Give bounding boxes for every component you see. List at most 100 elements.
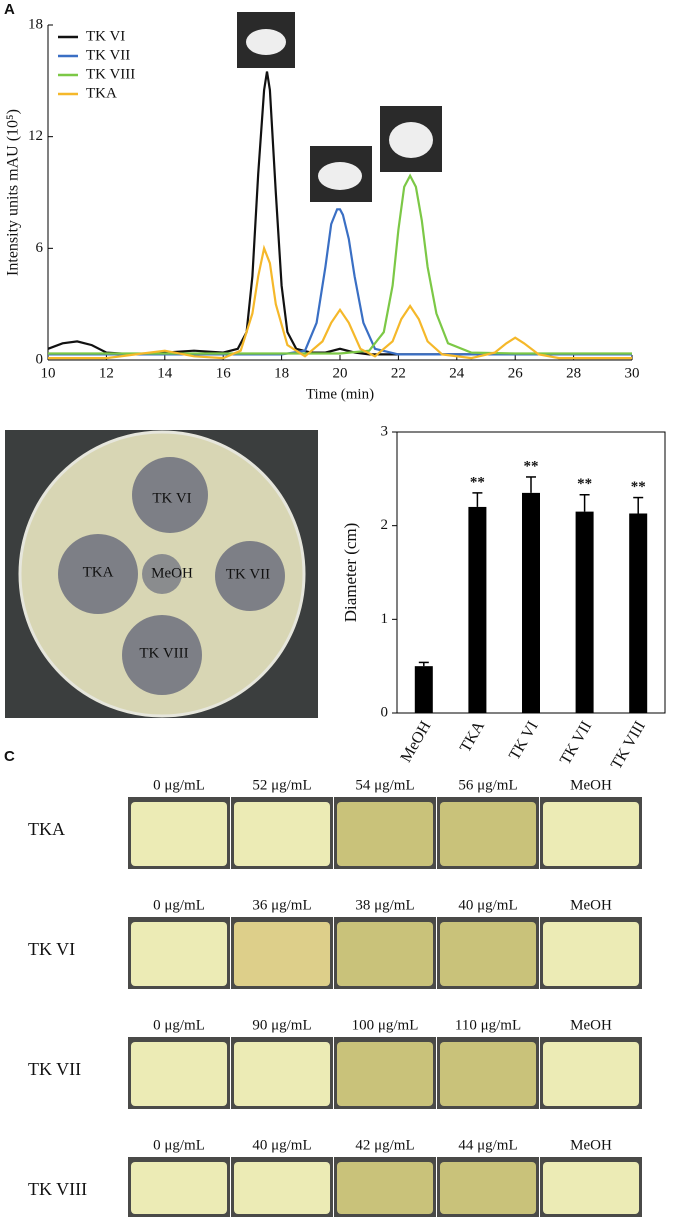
row-name: TK VIII (28, 1179, 87, 1199)
vial-liquid (234, 1042, 330, 1106)
concentration-label: 40 μg/mL (252, 1137, 311, 1153)
y-tick-label: 2 (381, 517, 389, 533)
x-tick-label: 28 (566, 365, 581, 381)
vial-liquid (131, 1162, 227, 1214)
concentration-label: 90 μg/mL (252, 1017, 311, 1033)
significance: ** (577, 476, 592, 492)
concentration-label: MeOH (570, 1137, 612, 1153)
line-series (48, 173, 632, 355)
vial-liquid (440, 802, 536, 866)
concentration-label: 44 μg/mL (458, 1137, 517, 1153)
plate-photo (5, 430, 318, 718)
row-name: TKA (28, 819, 65, 839)
y-tick-label: 18 (28, 16, 43, 32)
legend-label: TK VIII (86, 66, 135, 82)
row-name: TK VII (28, 1059, 81, 1079)
concentration-label: 52 μg/mL (252, 777, 311, 793)
vial-liquid (337, 1042, 433, 1106)
plate-label: TKA (83, 564, 114, 580)
panel-label: A (4, 1, 15, 18)
vial-liquid (337, 922, 433, 986)
x-tick-label: 18 (274, 365, 289, 381)
vial-liquid (337, 1162, 433, 1214)
legend-label: TK VI (86, 28, 125, 44)
legend-label: TKA (86, 85, 117, 101)
x-tick-label: 14 (157, 365, 173, 381)
y-tick-label: 1 (381, 611, 389, 627)
concentration-label: 0 μg/mL (153, 1137, 205, 1153)
bar (522, 492, 540, 713)
vial-liquid (131, 802, 227, 866)
y-tick-label: 3 (381, 423, 389, 439)
significance: ** (470, 474, 485, 490)
line-series (47, 71, 632, 356)
line-series (48, 208, 632, 356)
concentration-label: 0 μg/mL (153, 897, 205, 913)
vial-liquid (440, 1042, 536, 1106)
bar (414, 666, 433, 713)
vial-liquid (337, 802, 433, 866)
vial-liquid (131, 922, 227, 986)
line-series (48, 244, 632, 360)
concentration-label: 54 μg/mL (355, 777, 414, 793)
concentration-label: MeOH (570, 777, 612, 793)
concentration-label: 40 μg/mL (458, 897, 517, 913)
panel-label: C (4, 748, 15, 765)
x-tick-label: TK VIII (608, 718, 649, 772)
error-bar (579, 494, 590, 512)
significance: ** (524, 458, 539, 474)
vial-liquid (543, 922, 639, 986)
y-axis-label: Diameter (cm) (341, 523, 360, 623)
bar (629, 513, 648, 713)
concentration-label: 100 μg/mL (352, 1017, 419, 1033)
x-tick-label: MeOH (398, 718, 435, 765)
vial-liquid (234, 1162, 330, 1214)
legend-label: TK VII (86, 47, 130, 63)
x-tick-label: 12 (99, 365, 114, 381)
plate-label: MeOH (151, 565, 193, 581)
vial-liquid (543, 802, 639, 866)
plate-label: TK VIII (139, 645, 188, 661)
x-tick-label: 24 (449, 365, 465, 381)
concentration-label: 38 μg/mL (355, 897, 414, 913)
x-tick-label: 10 (41, 365, 56, 381)
vial-liquid (543, 1042, 639, 1106)
plate-label: TK VI (152, 490, 191, 506)
y-tick-label: 0 (381, 704, 389, 720)
error-bar (418, 661, 429, 667)
y-axis-label: Intensity units mAU (10⁵) (5, 109, 22, 276)
vial-liquid (543, 1162, 639, 1214)
concentration-label: 0 μg/mL (153, 777, 205, 793)
vial-liquid (234, 922, 330, 986)
bar (468, 506, 487, 713)
concentration-label: 0 μg/mL (153, 1017, 205, 1033)
x-tick-label: 22 (391, 365, 406, 381)
concentration-label: MeOH (570, 897, 612, 913)
concentration-label: MeOH (570, 1017, 612, 1033)
x-tick-label: TK VII (557, 718, 595, 767)
plate-label: TK VII (226, 566, 270, 582)
row-name: TK VI (28, 939, 75, 959)
vial-liquid (440, 922, 536, 986)
x-axis-label: Time (min) (306, 386, 374, 402)
x-tick-label: 16 (216, 365, 232, 381)
vial-liquid (131, 1042, 227, 1106)
x-tick-label: 20 (333, 365, 348, 381)
x-tick-label: TK VI (506, 718, 542, 763)
x-tick-label: TKA (457, 718, 488, 755)
concentration-label: 56 μg/mL (458, 777, 517, 793)
significance: ** (631, 479, 646, 495)
concentration-label: 110 μg/mL (455, 1017, 521, 1033)
error-bar (472, 492, 483, 507)
error-bar (526, 476, 536, 493)
y-tick-label: 6 (36, 240, 44, 256)
y-tick-label: 12 (28, 128, 43, 144)
x-tick-label: 26 (508, 365, 524, 381)
x-tick-label: 30 (625, 365, 640, 381)
vial-liquid (440, 1162, 536, 1214)
powder-photo (237, 12, 442, 202)
concentration-label: 36 μg/mL (252, 897, 311, 913)
bar (575, 511, 594, 713)
error-bar (633, 496, 644, 514)
